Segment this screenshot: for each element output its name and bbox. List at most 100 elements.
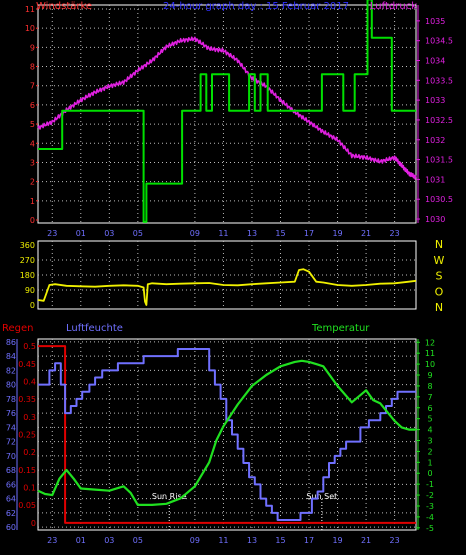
temperature-tick-label: 5 — [427, 415, 432, 424]
rain-tick-label: 0.2 — [23, 448, 36, 457]
temperature-tick-label: 6 — [427, 404, 432, 413]
rain-humidity-temperature-frame — [37, 338, 417, 531]
rain-tick-label: 0.25 — [18, 431, 36, 440]
sun-marker-label: Sun Set — [306, 492, 337, 501]
rain-tick-label: 0.3 — [23, 413, 36, 422]
rain-humidity-temperature-series — [37, 345, 416, 524]
time-tick-label: 23 — [390, 229, 400, 238]
humidity-tick-label: 84 — [6, 352, 16, 361]
wind-tick-label: 7 — [30, 82, 35, 91]
temperature-tick-label: 0 — [427, 469, 432, 478]
time-tick-label: 19 — [332, 229, 342, 238]
compass-label: W — [434, 254, 445, 267]
wind-direction-series — [37, 268, 417, 306]
pressure-tick-label: 1031.5 — [425, 156, 453, 165]
rain-humidity-temperature-panel: 606264666870727476788082848600.050.10.15… — [2, 323, 435, 545]
time-tick-label: 19 — [332, 536, 342, 545]
time-tick-label: 17 — [304, 536, 314, 545]
rain-humidity-temperature-ticks: 606264666870727476788082848600.050.10.15… — [6, 338, 435, 545]
time-tick-label: 17 — [304, 229, 314, 238]
humidity-axis-label: Luftfeuchte — [66, 323, 123, 334]
temperature-tick-label: -4 — [426, 513, 434, 522]
time-tick-label: 23 — [47, 536, 57, 545]
temperature-tick-label: 8 — [427, 382, 432, 391]
compass-label: N — [435, 301, 443, 314]
rain-tick-label: 0.5 — [23, 342, 36, 351]
time-tick-label: 09 — [190, 229, 200, 238]
time-tick-label: 15 — [275, 229, 285, 238]
time-tick-label: 23 — [47, 229, 57, 238]
temperature-tick-label: 7 — [427, 393, 432, 402]
wind-pressure-series — [37, 0, 417, 223]
temperature-tick-label: -5 — [426, 524, 434, 533]
wind-pressure-frame — [37, 4, 417, 224]
humidity-tick-label: 78 — [6, 395, 16, 404]
temperature-axis-label: Temperatur — [311, 323, 370, 334]
wind-tick-label: 6 — [30, 101, 35, 110]
wind-pressure-grid — [38, 5, 416, 223]
rain-tick-label: 0.1 — [23, 484, 36, 493]
time-tick-label: 03 — [104, 229, 114, 238]
rain-tick-label: 0.15 — [18, 466, 36, 475]
humidity-tick-label: 82 — [6, 366, 16, 375]
rain-axis-label: Regen — [2, 323, 34, 334]
wind-tick-label: 0 — [30, 216, 35, 225]
time-tick-label: 01 — [76, 229, 86, 238]
temperature-tick-label: 12 — [425, 338, 435, 347]
temperature-tick-label: 2 — [427, 447, 432, 456]
humidity-line — [38, 348, 416, 521]
rain-line — [38, 345, 416, 524]
time-tick-label: 21 — [361, 229, 371, 238]
rain-tick-label: 0 — [31, 519, 36, 528]
temperature-line — [37, 359, 416, 506]
time-tick-label: 21 — [361, 536, 371, 545]
temperature-tick-label: 4 — [427, 426, 432, 435]
pressure-tick-label: 1032 — [425, 136, 445, 145]
compass-label: N — [435, 238, 443, 251]
time-tick-label: 03 — [104, 536, 114, 545]
chart-title: 24-hour graph day : 15 Februar 2017 — [163, 1, 349, 12]
temperature-tick-label: -1 — [426, 480, 434, 489]
temperature-tick-label: -3 — [426, 502, 434, 511]
pressure-tick-label: 1033.5 — [425, 76, 453, 85]
wind-direction-line — [37, 268, 417, 306]
direction-tick-label: 360 — [20, 241, 35, 250]
time-tick-label: 13 — [247, 536, 257, 545]
pressure-tick-label: 1030.5 — [425, 195, 453, 204]
pressure-line — [37, 36, 417, 180]
wind-tick-label: 10 — [25, 24, 35, 33]
time-tick-label: 23 — [390, 536, 400, 545]
sun-annotations: Sun Rise Sun Set — [152, 492, 337, 530]
pressure-tick-label: 1034 — [425, 56, 445, 65]
time-tick-label: 11 — [218, 229, 228, 238]
temperature-tick-label: 9 — [427, 371, 432, 380]
compass-label: S — [436, 270, 443, 283]
wind-tick-label: 4 — [30, 139, 35, 148]
wind-direction-grid — [38, 241, 416, 309]
direction-tick-label: 180 — [20, 271, 35, 280]
humidity-tick-label: 86 — [6, 338, 16, 347]
pressure-tick-label: 1031 — [425, 175, 445, 184]
humidity-tick-label: 72 — [6, 438, 16, 447]
wind-axis-label: Windstärke — [36, 1, 92, 12]
time-tick-label: 01 — [76, 536, 86, 545]
humidity-tick-label: 62 — [6, 509, 16, 518]
pressure-tick-label: 1035 — [425, 17, 445, 26]
wind-tick-label: 9 — [30, 43, 35, 52]
rain-tick-label: 0.45 — [18, 360, 36, 369]
wind-tick-label: 3 — [30, 158, 35, 167]
wind-tick-label: 5 — [30, 120, 35, 129]
time-tick-label: 13 — [247, 229, 257, 238]
time-tick-label: 11 — [218, 536, 228, 545]
direction-tick-label: 0 — [30, 301, 35, 310]
wind-tick-label: 8 — [30, 63, 35, 72]
temperature-tick-label: 1 — [427, 458, 432, 467]
temperature-tick-label: 11 — [425, 349, 435, 358]
sun-marker-label: Sun Rise — [152, 492, 187, 501]
wind-tick-label: 1 — [30, 197, 35, 206]
wind-tick-label: 2 — [30, 178, 35, 187]
compass-label: O — [435, 285, 444, 298]
temperature-tick-label: -2 — [426, 491, 434, 500]
